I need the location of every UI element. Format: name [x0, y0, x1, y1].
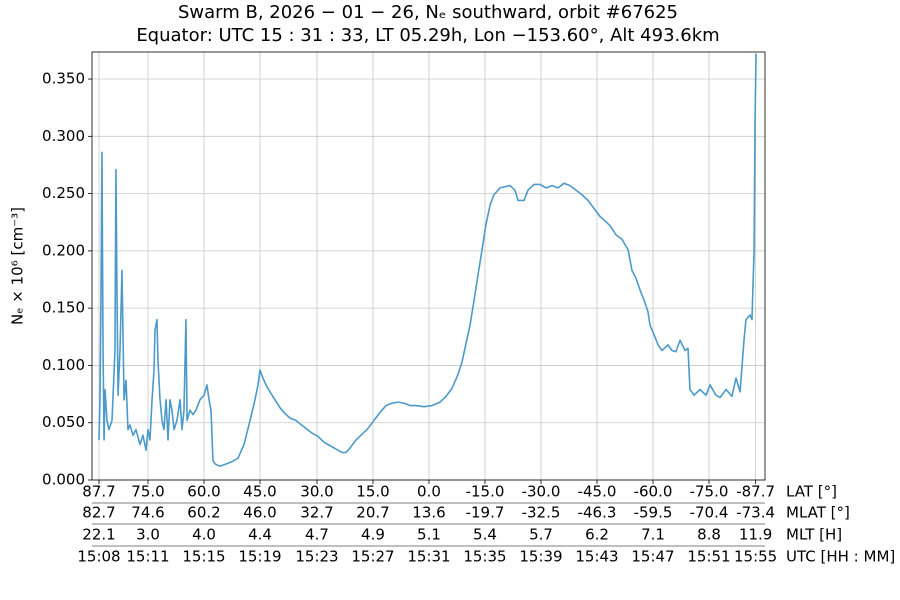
x-tick-label: 46.0: [243, 504, 276, 522]
y-tick-label: 0.000: [42, 471, 85, 489]
x-tick-label: 4.9: [361, 526, 385, 544]
x-tick-label: 15:27: [351, 548, 394, 566]
data-line: [98, 53, 757, 468]
x-tick-label: -59.5: [634, 504, 673, 522]
x-tick-label: 15:31: [407, 548, 450, 566]
x-tick-label: 20.7: [356, 504, 389, 522]
x-tick-label: 5.1: [417, 526, 441, 544]
x-tick-label: -30.0: [522, 483, 561, 501]
chart-title: Swarm B, 2026 − 01 − 26, Nₑ southward, o…: [178, 2, 678, 23]
x-tick-label: 5.7: [529, 526, 553, 544]
x-tick-label: 11.9: [739, 526, 772, 544]
x-tick-label: 4.0: [192, 526, 216, 544]
y-tick-label: 0.050: [42, 413, 85, 431]
x-tick-label: 4.7: [305, 526, 329, 544]
x-tick-label: 15.0: [356, 483, 389, 501]
x-tick-label: -73.4: [736, 504, 775, 522]
x-tick-label: 15:43: [575, 548, 618, 566]
x-tick-label: -87.7: [736, 483, 775, 501]
x-tick-label: 15:55: [734, 548, 777, 566]
x-tick-label: 45.0: [243, 483, 276, 501]
x-tick-label: -60.0: [634, 483, 673, 501]
x-tick-label: 6.2: [585, 526, 609, 544]
x-tick-label: 60.0: [187, 483, 220, 501]
x-tick-label: 15:35: [463, 548, 506, 566]
x-tick-label: 7.1: [641, 526, 665, 544]
x-tick-label: 15:51: [687, 548, 730, 566]
x-axis-label: UTC [HH : MM]: [786, 548, 895, 566]
x-tick-label: 0.0: [417, 483, 441, 501]
y-tick-label: 0.100: [42, 356, 85, 374]
x-tick-label: 60.2: [187, 504, 220, 522]
x-row-label: MLAT [°]: [786, 504, 850, 522]
y-tick-label: 0.150: [42, 299, 85, 317]
x-tick-label: 15:39: [519, 548, 562, 566]
x-tick-label: 15:23: [295, 548, 338, 566]
y-tick-label: 0.300: [42, 127, 85, 145]
x-tick-label: -75.0: [690, 483, 729, 501]
x-tick-label: -19.7: [466, 504, 505, 522]
x-tick-label: 5.4: [473, 526, 497, 544]
x-tick-label: -70.4: [690, 504, 729, 522]
chart-subtitle: Equator: UTC 15 : 31 : 33, LT 05.29h, Lo…: [136, 25, 719, 46]
plot-frame: [91, 51, 766, 481]
x-row-label: LAT [°]: [786, 483, 837, 501]
x-tick-label: 82.7: [82, 504, 115, 522]
y-tick-label: 0.200: [42, 241, 85, 259]
y-axis-label: Nₑ × 10⁶ [cm⁻³]: [9, 207, 27, 325]
x-tick-label: 15:15: [182, 548, 225, 566]
x-tick-label: 15:08: [77, 548, 120, 566]
x-tick-label: 15:11: [126, 548, 169, 566]
x-tick-label: 75.0: [131, 483, 164, 501]
x-tick-label: 22.1: [82, 526, 115, 544]
x-tick-label: 3.0: [136, 526, 160, 544]
x-tick-label: -15.0: [466, 483, 505, 501]
x-tick-label: 13.6: [412, 504, 445, 522]
x-row-label: MLT [H]: [786, 526, 842, 544]
x-tick-label: 15:19: [238, 548, 281, 566]
x-tick-label: 74.6: [131, 504, 164, 522]
x-tick-label: -32.5: [522, 504, 561, 522]
x-tick-label: 32.7: [300, 504, 333, 522]
x-tick-label: 4.4: [248, 526, 272, 544]
y-tick-label: 0.250: [42, 184, 85, 202]
x-tick-label: 87.7: [82, 483, 115, 501]
x-tick-label: -45.0: [578, 483, 617, 501]
x-tick-label: -46.3: [578, 504, 617, 522]
x-tick-label: 15:47: [631, 548, 674, 566]
x-tick-label: 8.8: [697, 526, 721, 544]
y-tick-label: 0.350: [42, 70, 85, 88]
x-tick-label: 30.0: [300, 483, 333, 501]
